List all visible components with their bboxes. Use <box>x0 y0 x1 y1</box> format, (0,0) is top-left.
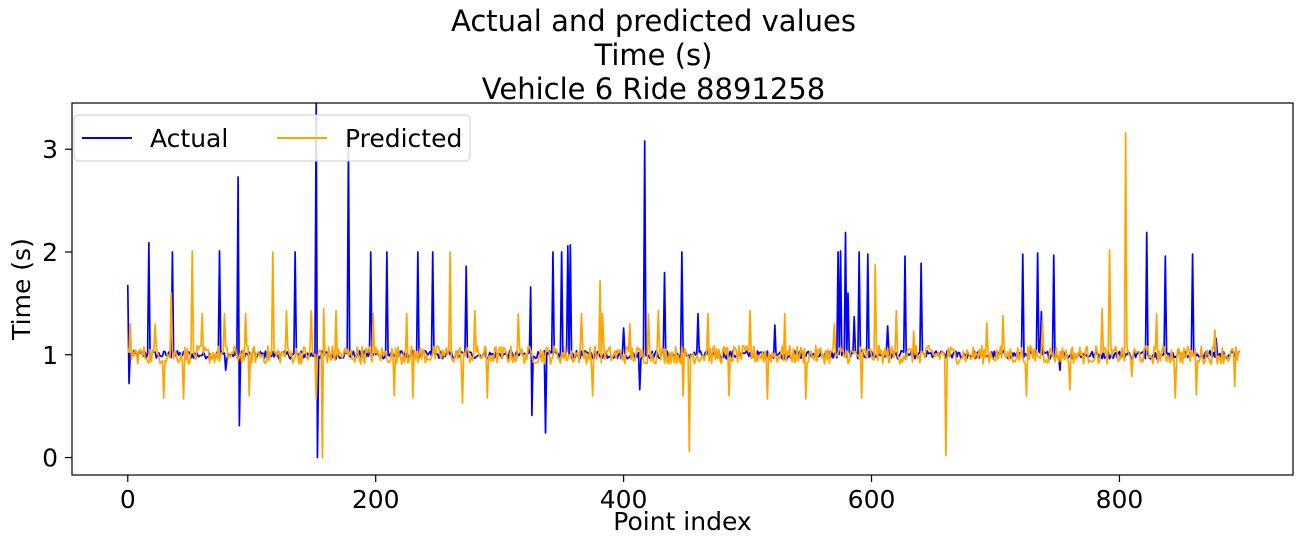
x-tick-label: 200 <box>352 485 400 514</box>
series-layer <box>126 103 1241 459</box>
legend: Actual Predicted <box>73 114 471 162</box>
plot-area-frame <box>71 102 1294 476</box>
series-line-predicted <box>126 131 1241 459</box>
x-tick-label: 800 <box>1096 485 1144 514</box>
y-tick-label: 1 <box>42 341 58 370</box>
y-tick-label: 3 <box>42 135 58 164</box>
chart-title-line-3: Vehicle 6 Ride 8891258 <box>481 72 826 106</box>
x-tick-label: 0 <box>120 485 136 514</box>
x-axis: 0 200 400 600 800 <box>120 475 1143 514</box>
y-axis: 0 1 2 3 <box>42 135 72 473</box>
axes-layer <box>71 102 1294 476</box>
legend-box <box>73 114 471 162</box>
x-tick-label: 400 <box>600 485 648 514</box>
x-axis-label: Point index <box>613 507 751 536</box>
legend-label-actual: Actual <box>150 124 228 153</box>
y-tick-label: 2 <box>42 238 58 267</box>
legend-label-predicted: Predicted <box>345 124 462 153</box>
x-tick-label: 600 <box>848 485 896 514</box>
chart-title-line-2: Time (s) <box>594 38 713 72</box>
y-tick-label: 0 <box>42 444 58 473</box>
y-axis-label: Time (s) <box>7 238 36 341</box>
chart-title-line-1: Actual and predicted values <box>451 4 856 38</box>
